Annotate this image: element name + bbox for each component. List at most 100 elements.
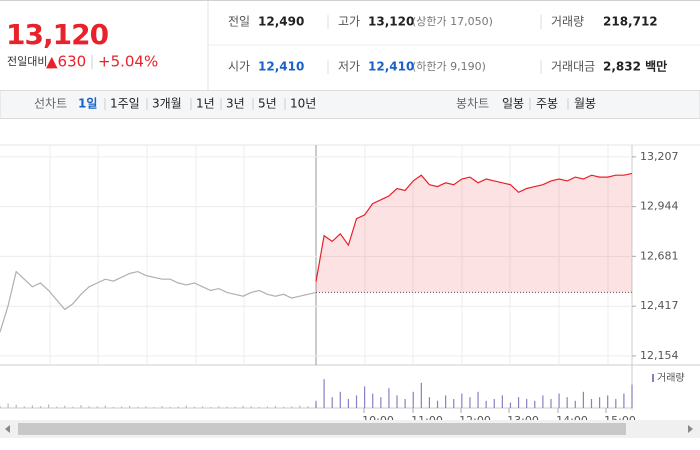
- volume-bar: [526, 399, 528, 408]
- stat-note: (하한가 9,190): [412, 59, 486, 73]
- tab-bar: [0, 90, 700, 119]
- tabs: 1일 1주일 3개월 1년 3년 5년 10년 일봉 주봉 월봉: [78, 97, 596, 111]
- volume-bar: [453, 399, 455, 408]
- volume-bar: [396, 395, 398, 408]
- volume-bar: [517, 397, 520, 408]
- volume-bar: [323, 379, 325, 408]
- volume-bar: [234, 406, 236, 408]
- tab[interactable]: 5년: [258, 97, 277, 111]
- tab[interactable]: 1주일: [110, 97, 140, 111]
- volume-bar: [218, 406, 220, 408]
- volume-bar: [461, 393, 463, 408]
- volume-bar: [266, 406, 268, 408]
- volume-bar: [388, 388, 390, 408]
- tab[interactable]: 주봉: [536, 97, 558, 111]
- volume-bar: [80, 405, 82, 408]
- volume-bar: [477, 391, 479, 408]
- volume-bar: [193, 406, 196, 408]
- volume-bar: [501, 395, 503, 408]
- volume-bar: [582, 391, 584, 408]
- stat-label: 거래대금: [551, 60, 595, 74]
- stat-value: 12,410: [368, 60, 414, 74]
- volume-bar: [534, 400, 536, 408]
- volume-bar: [355, 395, 358, 408]
- volume-bar: [372, 393, 374, 408]
- scrollbar-thumb[interactable]: [18, 423, 626, 435]
- volume-bar: [129, 405, 131, 408]
- price-line: [315, 172, 633, 282]
- stat-value: 218,712: [603, 15, 658, 29]
- volume-bar: [436, 400, 439, 408]
- volume-bar: [112, 406, 115, 408]
- volume-bar: [615, 399, 617, 408]
- volume-bar: [623, 393, 625, 408]
- volume-bar: [404, 399, 406, 408]
- tab-group-label: 선차트: [34, 97, 67, 111]
- tab[interactable]: 일봉: [502, 97, 524, 111]
- tab[interactable]: 3개월: [152, 97, 182, 111]
- area: [316, 173, 632, 293]
- volume-bar: [177, 406, 179, 408]
- y-tick-label: 12,681: [640, 249, 679, 262]
- y-tick-label: 12,417: [640, 299, 679, 312]
- volume-bar: [7, 403, 9, 408]
- volume-bar: [226, 406, 228, 408]
- volume-bar: [48, 404, 50, 408]
- volume-bar: [566, 397, 568, 408]
- volume-bar: [145, 406, 147, 408]
- volume-bar: [347, 399, 350, 408]
- change: ▲630: [46, 53, 86, 71]
- volume-bar: [23, 406, 25, 408]
- volume-bar: [428, 397, 431, 408]
- stat-value: 12,490: [258, 15, 304, 29]
- volume-bar: [72, 406, 74, 408]
- scroll-right[interactable]: [688, 425, 693, 433]
- legend-swatch: [652, 374, 654, 382]
- tab[interactable]: 3년: [226, 97, 245, 111]
- volume-bar: [542, 395, 544, 408]
- volume-bar: [88, 406, 90, 408]
- volume-bar: [0, 405, 1, 408]
- volume-bar: [558, 393, 560, 408]
- stat-label: 전일: [228, 15, 250, 29]
- tab[interactable]: 10년: [290, 97, 316, 111]
- volume-bar: [31, 405, 34, 408]
- volume-bar: [607, 395, 609, 408]
- volume-bar: [56, 406, 58, 408]
- stat-label: 거래량: [551, 15, 584, 29]
- volume-bar: [469, 397, 471, 408]
- volume-bar: [291, 406, 293, 408]
- stat-value: 12,410: [258, 60, 304, 74]
- stat-label: 시가: [228, 60, 250, 74]
- volume-bar: [631, 384, 633, 408]
- price: 13,120: [6, 18, 109, 51]
- volume-bar: [339, 391, 341, 408]
- volume-bar: [315, 400, 317, 408]
- volume-bar: [550, 399, 552, 408]
- volume-bar: [185, 405, 187, 408]
- volume-bar: [412, 391, 414, 408]
- stat-label: 고가: [338, 15, 360, 29]
- tab[interactable]: 1일: [78, 97, 97, 111]
- stat-label: 저가: [338, 60, 360, 74]
- volume-bar: [445, 395, 447, 408]
- tab[interactable]: 월봉: [574, 97, 596, 111]
- volume-bar: [242, 405, 244, 408]
- scroll-left[interactable]: [5, 425, 10, 433]
- volume-bar: [137, 406, 139, 408]
- stats: 전일 12,490 고가 13,120(상한가 17,050) 거래량 218,712 시가…: [228, 15, 667, 74]
- tab[interactable]: 1년: [196, 97, 215, 111]
- volume-bar: [598, 397, 601, 408]
- y-tick-label: 12,154: [640, 349, 679, 362]
- volume-bar: [96, 406, 98, 408]
- volume-bar: [201, 406, 204, 408]
- volume-bar: [282, 406, 285, 408]
- volume-bar: [509, 402, 512, 408]
- volume-bar: [574, 400, 576, 408]
- volume-bar: [258, 406, 260, 408]
- volume-bar: [364, 386, 366, 408]
- volume-bar: [210, 406, 212, 408]
- volume-bar: [380, 397, 382, 408]
- change-label: 전일대비: [7, 54, 47, 68]
